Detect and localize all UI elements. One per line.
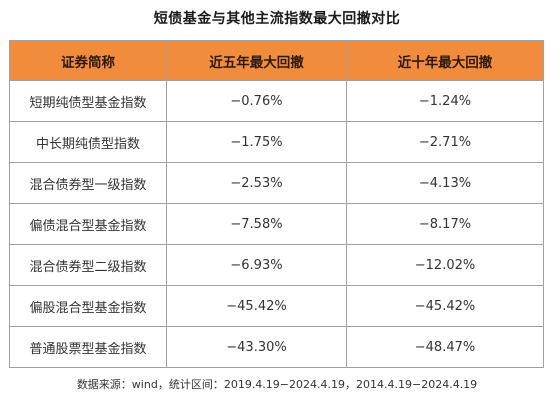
header-5y-max-drawdown: 近五年最大回撤 <box>166 40 347 81</box>
cell-5y-drawdown: −6.93% <box>166 244 347 286</box>
cell-10y-drawdown: −12.02% <box>346 244 544 286</box>
table-row: 偏股混合型基金指数 −45.42% −45.42% <box>9 285 544 327</box>
table-header-row: 证券简称 近五年最大回撤 近十年最大回撤 <box>9 40 544 81</box>
cell-5y-drawdown: −2.53% <box>166 162 347 204</box>
cell-security-name: 混合债券型二级指数 <box>9 244 167 286</box>
cell-10y-drawdown: −2.71% <box>346 121 544 163</box>
cell-10y-drawdown: −8.17% <box>346 203 544 245</box>
cell-security-name: 偏债混合型基金指数 <box>9 203 167 245</box>
table-row: 中长期纯债型指数 −1.75% −2.71% <box>9 121 544 163</box>
cell-security-name: 普通股票型基金指数 <box>9 326 167 368</box>
table-row: 混合债券型一级指数 −2.53% −4.13% <box>9 162 544 204</box>
drawdown-comparison-table: 证券简称 近五年最大回撤 近十年最大回撤 短期纯债型基金指数 −0.76% −1… <box>9 40 544 368</box>
table-row: 普通股票型基金指数 −43.30% −48.47% <box>9 326 544 368</box>
cell-5y-drawdown: −45.42% <box>166 285 347 327</box>
header-security-name: 证券简称 <box>9 40 167 81</box>
cell-10y-drawdown: −4.13% <box>346 162 544 204</box>
cell-10y-drawdown: −45.42% <box>346 285 544 327</box>
cell-security-name: 混合债券型一级指数 <box>9 162 167 204</box>
cell-5y-drawdown: −43.30% <box>166 326 347 368</box>
cell-security-name: 短期纯债型基金指数 <box>9 80 167 122</box>
cell-10y-drawdown: −1.24% <box>346 80 544 122</box>
cell-5y-drawdown: −7.58% <box>166 203 347 245</box>
table-row: 短期纯债型基金指数 −0.76% −1.24% <box>9 80 544 122</box>
cell-security-name: 偏股混合型基金指数 <box>9 285 167 327</box>
cell-security-name: 中长期纯债型指数 <box>9 121 167 163</box>
table-row: 偏债混合型基金指数 −7.58% −8.17% <box>9 203 544 245</box>
data-source-footnote: 数据来源：wind，统计区间：2019.4.19−2024.4.19，2014.… <box>76 378 478 391</box>
header-10y-max-drawdown: 近十年最大回撤 <box>346 40 544 81</box>
cell-5y-drawdown: −1.75% <box>166 121 347 163</box>
cell-5y-drawdown: −0.76% <box>166 80 347 122</box>
table-row: 混合债券型二级指数 −6.93% −12.02% <box>9 244 544 286</box>
cell-10y-drawdown: −48.47% <box>346 326 544 368</box>
page-title: 短债基金与其他主流指数最大回撤对比 <box>153 11 401 27</box>
